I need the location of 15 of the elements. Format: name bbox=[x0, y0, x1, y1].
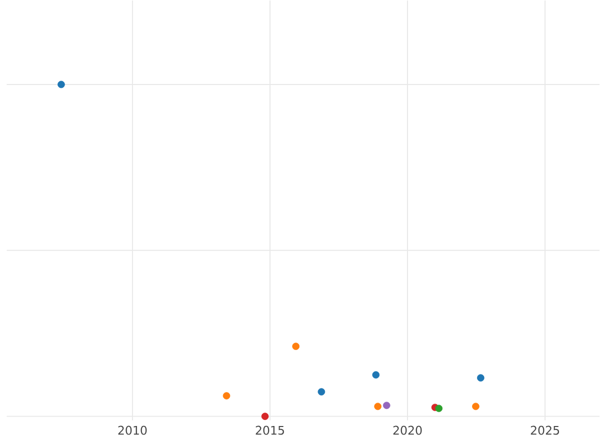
x-tick-label: 2010 bbox=[118, 426, 147, 435]
point bbox=[435, 404, 443, 412]
x-tick-label: 2015 bbox=[256, 426, 284, 435]
x-tick-label: 2025 bbox=[530, 426, 560, 435]
point bbox=[374, 402, 382, 410]
point bbox=[222, 392, 230, 400]
point bbox=[58, 80, 65, 88]
point bbox=[372, 371, 380, 379]
point bbox=[318, 388, 326, 396]
point bbox=[292, 342, 300, 350]
point bbox=[382, 402, 390, 410]
point bbox=[472, 402, 480, 410]
point bbox=[261, 412, 269, 420]
point bbox=[477, 374, 484, 382]
x-tick-label: 2020 bbox=[393, 426, 422, 435]
